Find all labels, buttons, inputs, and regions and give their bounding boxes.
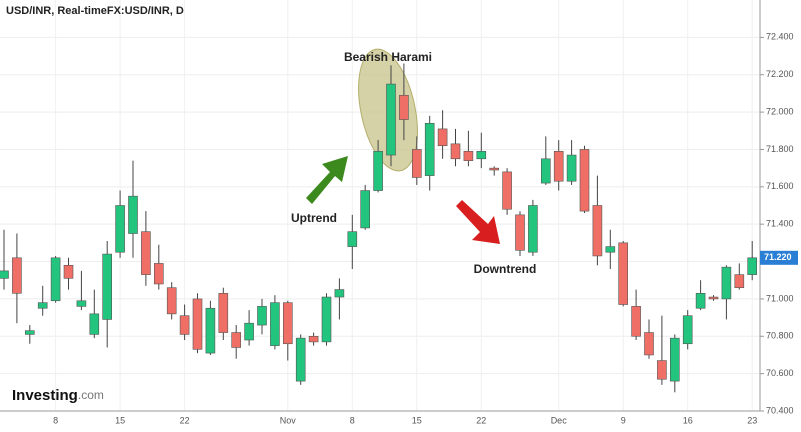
x-tick-label: 15	[412, 415, 422, 425]
x-tick-label: Nov	[280, 415, 297, 425]
candle-body	[244, 322, 254, 341]
candle-body	[218, 293, 229, 333]
candle-body	[166, 287, 177, 315]
candle-body	[373, 151, 383, 191]
candle-body	[141, 231, 151, 275]
y-tick-label: 70.400	[766, 405, 794, 415]
candle-body	[734, 274, 745, 289]
candle-body	[695, 293, 706, 309]
x-tick-label: 22	[180, 415, 190, 425]
x-tick-label: 22	[476, 415, 486, 425]
uptrend-arrow	[306, 156, 348, 204]
candles	[0, 63, 758, 393]
candle-body	[631, 306, 641, 337]
x-tick-label: 9	[621, 415, 626, 425]
candle-body	[231, 332, 241, 348]
pattern-label: Bearish Harami	[344, 50, 432, 64]
last-price-label: 71.220	[764, 252, 792, 262]
candle-body	[682, 315, 693, 345]
candle-body	[450, 143, 461, 160]
y-tick-label: 70.600	[766, 368, 794, 378]
x-tick-label: 8	[350, 415, 355, 425]
candle-body	[386, 83, 396, 156]
uptrend-label: Uptrend	[291, 211, 337, 225]
logo-suffix: .com	[78, 388, 104, 402]
candle-body	[308, 335, 319, 343]
y-tick-label: 72.000	[766, 106, 794, 116]
candle-body	[424, 123, 435, 176]
axes: 70.40070.60070.80071.00071.20071.40071.6…	[53, 32, 798, 425]
y-tick-label: 72.200	[766, 69, 794, 79]
candle-body	[128, 195, 138, 234]
candle-body	[37, 302, 48, 309]
downtrend-arrow	[456, 200, 500, 244]
candle-body	[24, 330, 35, 335]
candle-body	[528, 205, 538, 253]
candle-body	[644, 332, 654, 356]
candle-body	[347, 231, 358, 247]
candle-body	[540, 158, 551, 184]
candle-body	[515, 214, 525, 251]
downtrend-label: Downtrend	[474, 262, 537, 276]
candle-body	[63, 264, 74, 279]
x-tick-label: 16	[683, 415, 693, 425]
logo: Investing.com	[12, 387, 104, 404]
candle-body	[437, 128, 448, 147]
candle-body	[282, 302, 293, 345]
candle-body	[502, 171, 512, 210]
x-tick-label: 23	[747, 415, 757, 425]
candle-body	[721, 266, 732, 300]
x-tick-label: Dec	[551, 415, 568, 425]
candle-body	[489, 167, 500, 171]
y-tick-label: 70.800	[766, 331, 794, 341]
candle-body	[50, 257, 61, 302]
x-tick-label: 15	[115, 415, 125, 425]
y-tick-label: 71.600	[766, 181, 794, 191]
x-tick-label: 8	[53, 415, 58, 425]
candle-body	[257, 306, 267, 326]
candle-body	[463, 151, 474, 161]
candle-body	[102, 253, 112, 320]
candle-body	[205, 307, 216, 354]
y-tick-label: 72.400	[766, 32, 794, 42]
candle-body	[192, 298, 203, 350]
candle-body	[179, 315, 190, 335]
candle-body	[115, 205, 125, 253]
candle-body	[657, 360, 667, 380]
candle-body	[399, 94, 409, 120]
candle-body	[321, 296, 332, 343]
candle-body	[618, 242, 629, 305]
candle-body	[579, 149, 590, 212]
logo-brand: Investing	[12, 387, 78, 404]
candle-body	[360, 190, 371, 229]
candle-body	[411, 149, 422, 178]
candle-body	[76, 300, 87, 307]
candle-body	[295, 337, 306, 382]
candle-body	[708, 296, 719, 300]
candle-body	[592, 205, 603, 257]
candle-body	[669, 337, 680, 382]
candle-body	[747, 257, 758, 275]
last-price-box	[760, 250, 798, 265]
candle-body	[270, 302, 280, 346]
candle-body	[0, 270, 9, 279]
chart-title: USD/INR, Real-timeFX:USD/INR, D	[6, 5, 184, 17]
candle-body	[154, 263, 164, 285]
candle-body	[566, 154, 577, 182]
candle-body	[553, 151, 564, 182]
candle-body	[476, 151, 487, 160]
candle-body	[12, 257, 22, 294]
candle-body	[334, 289, 345, 298]
y-tick-label: 71.400	[766, 219, 794, 229]
candle-body	[89, 313, 100, 335]
y-tick-label: 71.800	[766, 144, 794, 154]
candle-body	[605, 246, 616, 253]
y-tick-label: 71.000	[766, 293, 794, 303]
